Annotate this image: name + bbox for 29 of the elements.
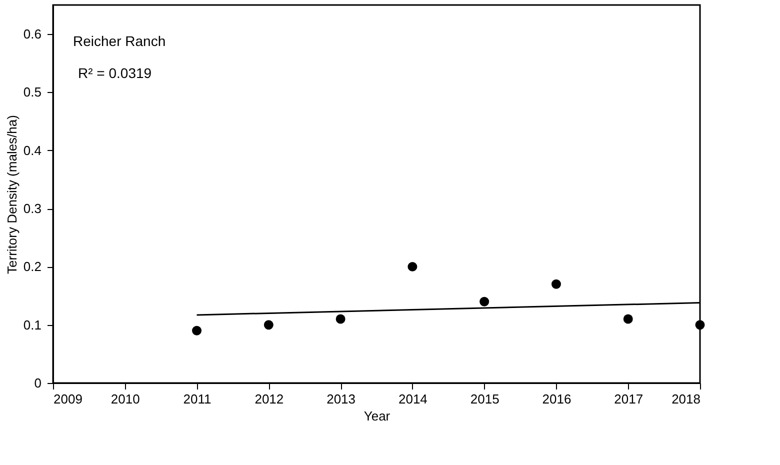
y-tick-label: 0.4 [23,142,42,158]
x-tick-label: 2010 [110,392,140,406]
x-tick-label: 2009 [54,392,82,406]
point [264,320,274,330]
x-tick-label: 2011 [183,392,212,406]
x-tick-label: 2014 [398,392,428,406]
y-tick-label: 0.6 [23,26,42,42]
x-tick-label: 2018 [672,392,700,406]
point [192,326,202,336]
y-tick-label: 0 [34,376,42,390]
point [408,262,418,272]
x-axis-title: Year [364,408,391,424]
point [551,279,561,289]
y-tick-label: 0.3 [23,201,42,216]
annotation: R² = 0.0319 [78,65,152,81]
point [695,320,705,330]
point [336,314,346,324]
x-tick-label: 2016 [542,392,572,406]
x-tick-label: 2017 [614,392,644,406]
annotation: Reicher Ranch [73,33,166,49]
x-tick-label: 2015 [470,392,500,406]
point [480,296,490,306]
y-tick-label: 0.2 [23,259,42,274]
y-axis-title: Territory Density (males/ha) [4,115,20,274]
y-tick-label: 0.1 [23,317,42,332]
y-tick-label: 0.5 [23,84,42,100]
x-tick-label: 2012 [254,392,284,406]
point [623,314,633,324]
x-tick-label: 2013 [326,392,356,406]
